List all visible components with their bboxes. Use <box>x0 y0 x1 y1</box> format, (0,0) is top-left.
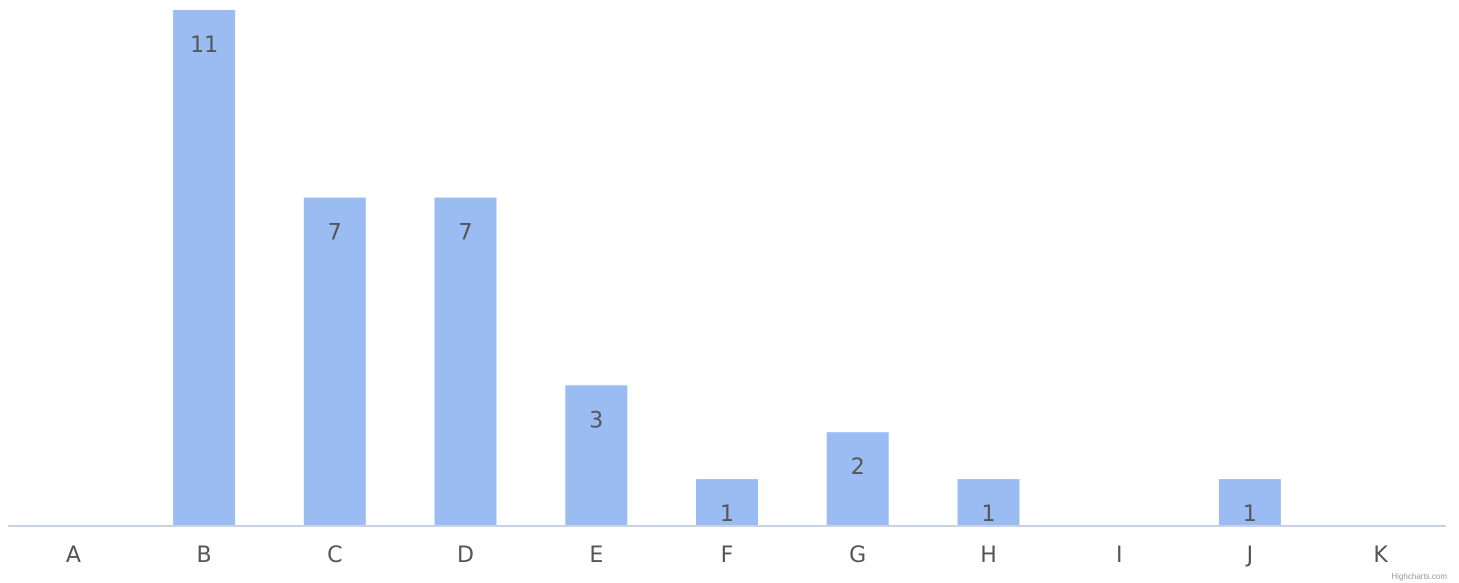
bars-group <box>173 10 1281 526</box>
data-label-g: 2 <box>851 455 865 480</box>
x-tick-label-b: B <box>197 543 212 568</box>
x-axis-tick-labels: A B C D E F G H I J K <box>66 543 1389 568</box>
x-tick-label-h: H <box>980 543 997 568</box>
x-tick-label-i: I <box>1116 543 1123 568</box>
data-label-h: 1 <box>982 502 996 527</box>
x-tick-label-d: D <box>457 543 474 568</box>
bar-g[interactable] <box>826 432 889 526</box>
data-label-b: 11 <box>190 33 218 58</box>
x-tick-label-g: G <box>849 543 866 568</box>
data-label-j: 1 <box>1243 502 1257 527</box>
x-tick-label-e: E <box>589 543 603 568</box>
x-tick-label-a: A <box>66 543 81 568</box>
x-tick-label-j: J <box>1245 543 1254 568</box>
bar-d[interactable] <box>434 197 497 526</box>
bar-f[interactable] <box>696 479 758 526</box>
data-label-c: 7 <box>328 221 342 246</box>
x-tick-label-c: C <box>327 543 342 568</box>
x-tick-label-f: F <box>721 543 734 568</box>
bar-b[interactable] <box>173 10 236 526</box>
data-label-f: 1 <box>720 502 734 527</box>
data-label-d: 7 <box>459 221 473 246</box>
credit-text[interactable]: Highcharts.com <box>1391 572 1447 581</box>
data-label-e: 3 <box>589 408 603 433</box>
bar-h[interactable] <box>957 479 1020 526</box>
bar-e[interactable] <box>565 385 628 526</box>
bar-j[interactable] <box>1218 479 1281 526</box>
bar-c[interactable] <box>303 197 366 526</box>
x-tick-label-k: K <box>1373 543 1388 568</box>
